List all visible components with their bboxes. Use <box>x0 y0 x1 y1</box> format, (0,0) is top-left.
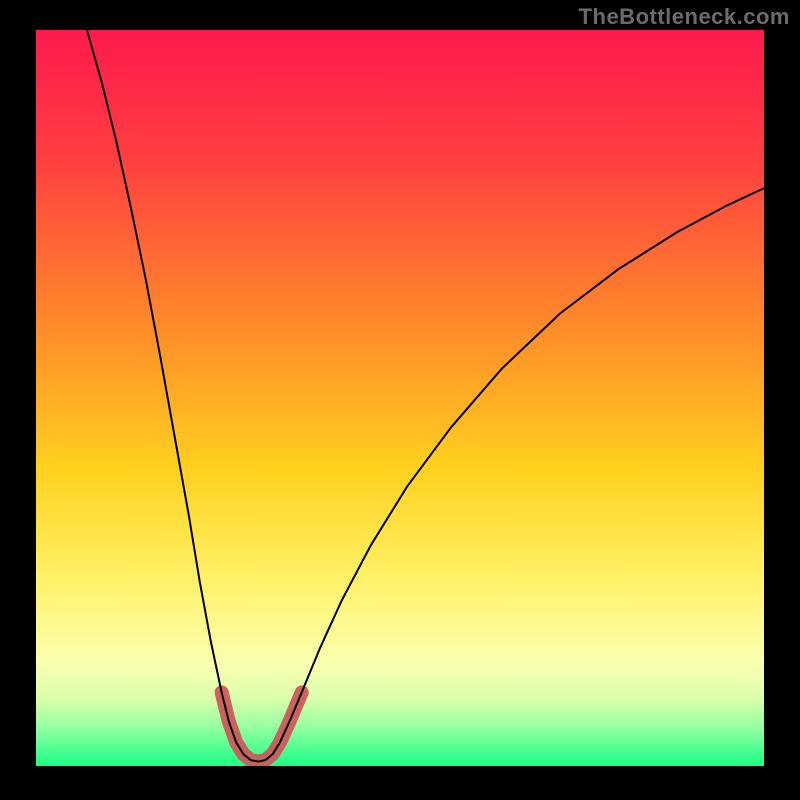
bottleneck-chart <box>0 0 800 800</box>
chart-frame: { "meta": { "watermark_text": "TheBottle… <box>0 0 800 800</box>
gradient-background <box>36 30 764 766</box>
watermark-text: TheBottleneck.com <box>579 4 790 30</box>
